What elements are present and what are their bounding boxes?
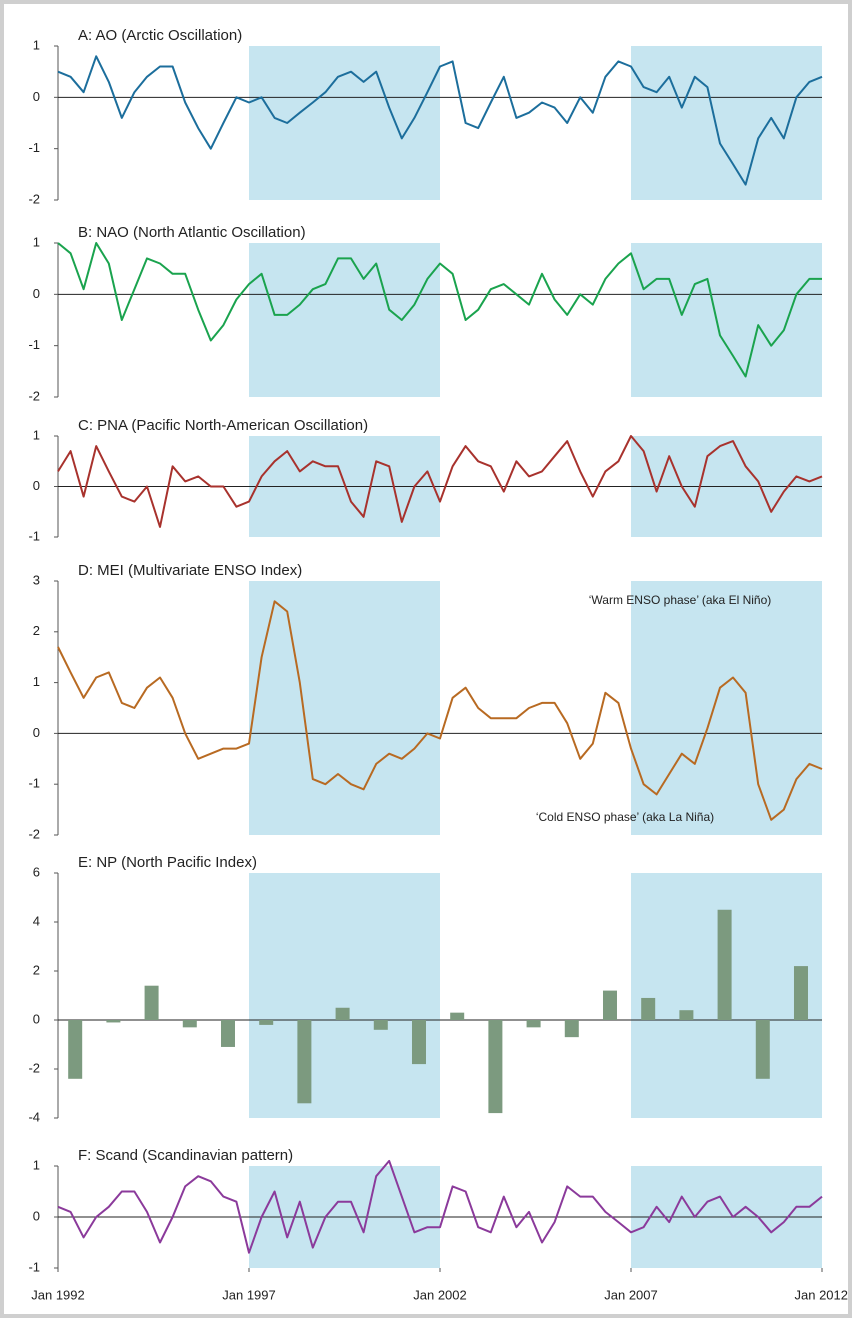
y-tick-label: 0 xyxy=(33,286,40,301)
bar xyxy=(220,1020,235,1047)
y-tick-label: 0 xyxy=(33,725,40,740)
bar xyxy=(755,1020,770,1079)
highlight-period xyxy=(249,46,440,200)
bar xyxy=(641,997,656,1020)
index-line xyxy=(57,55,823,186)
highlight-period xyxy=(631,46,822,200)
y-tick-label: 3 xyxy=(33,572,40,587)
y-tick-label: 4 xyxy=(33,913,40,928)
y-tick-label: 0 xyxy=(33,1011,40,1026)
y-tick-label: 1 xyxy=(33,37,40,52)
x-tick-label: Jan 2007 xyxy=(604,1287,658,1302)
highlight-period xyxy=(631,243,822,397)
bar xyxy=(411,1020,426,1065)
y-tick-label: -1 xyxy=(28,1259,40,1274)
bar xyxy=(526,1020,541,1028)
bar xyxy=(68,1020,83,1079)
bar xyxy=(450,1012,465,1020)
bar xyxy=(373,1020,388,1030)
x-tick-label: Jan 2002 xyxy=(413,1287,467,1302)
y-tick-label: 2 xyxy=(33,962,40,977)
bar xyxy=(717,909,732,1020)
annotation: ‘Warm ENSO phase’ (aka El Niño) xyxy=(589,593,772,607)
y-tick-label: 1 xyxy=(33,674,40,689)
y-tick-label: -1 xyxy=(28,140,40,155)
bar xyxy=(182,1020,197,1028)
bar xyxy=(259,1020,274,1025)
highlight-period xyxy=(249,581,440,835)
y-tick-label: -2 xyxy=(28,1060,40,1075)
bar xyxy=(793,966,808,1020)
bar xyxy=(679,1010,694,1020)
y-tick-label: 2 xyxy=(33,623,40,638)
bar xyxy=(106,1020,121,1023)
bar xyxy=(144,985,159,1020)
y-tick-label: -1 xyxy=(28,776,40,791)
x-tick-label: Jan 1997 xyxy=(222,1287,276,1302)
highlight-period xyxy=(249,243,440,397)
panel-title: B: NAO (North Atlantic Oscillation) xyxy=(78,224,306,241)
y-tick-label: 1 xyxy=(33,234,40,249)
bar xyxy=(297,1020,312,1104)
x-tick-label: Jan 1992 xyxy=(31,1287,85,1302)
y-tick-label: 0 xyxy=(33,89,40,104)
panel-title: A: AO (Arctic Oscillation) xyxy=(78,27,242,44)
y-tick-label: 0 xyxy=(33,1208,40,1223)
y-tick-label: 6 xyxy=(33,864,40,879)
bar xyxy=(488,1020,503,1114)
y-tick-label: -2 xyxy=(28,191,40,206)
y-tick-label: 0 xyxy=(33,478,40,493)
y-tick-label: -2 xyxy=(28,826,40,841)
panel-title: D: MEI (Multivariate ENSO Index) xyxy=(78,562,302,579)
bar xyxy=(602,990,617,1020)
index-line xyxy=(57,435,823,528)
bar xyxy=(335,1007,350,1020)
y-tick-label: 1 xyxy=(33,1157,40,1172)
annotation: ‘Cold ENSO phase’ (aka La Niña) xyxy=(536,810,714,824)
bar xyxy=(564,1020,579,1038)
y-tick-label: -4 xyxy=(28,1109,40,1124)
panel-title: C: PNA (Pacific North-American Oscillati… xyxy=(78,417,368,434)
y-tick-label: -1 xyxy=(28,528,40,543)
index-line xyxy=(57,242,822,378)
y-tick-label: -1 xyxy=(28,337,40,352)
index-line xyxy=(57,600,823,821)
index-line xyxy=(57,1159,823,1254)
highlight-period xyxy=(249,873,440,1118)
x-tick-label: Jan 2012 xyxy=(795,1287,849,1302)
highlight-period xyxy=(631,581,822,835)
panel-title: F: Scand (Scandinavian pattern) xyxy=(78,1147,293,1164)
y-tick-label: 1 xyxy=(33,427,40,442)
panel-title: E: NP (North Pacific Index) xyxy=(78,854,257,871)
y-tick-label: -2 xyxy=(28,388,40,403)
